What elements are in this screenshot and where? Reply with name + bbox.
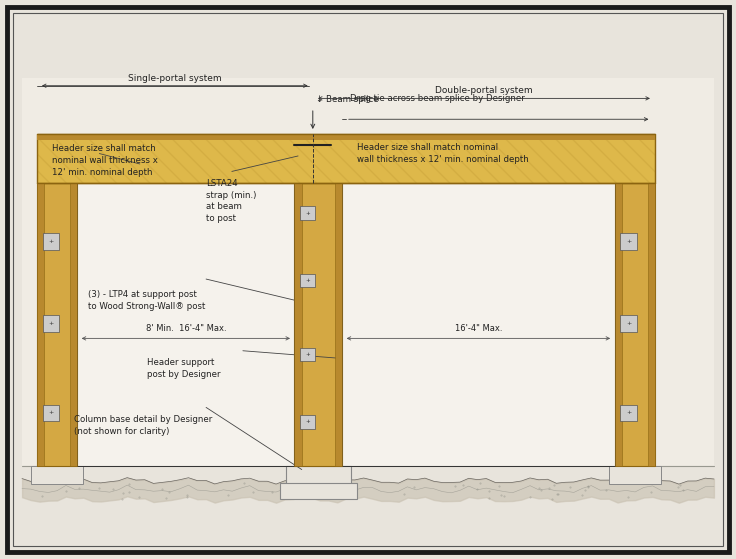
Text: Header size shall match nominal
wall thickness x 12' min. nominal depth: Header size shall match nominal wall thi… — [357, 143, 528, 164]
Bar — [43, 315, 59, 331]
Bar — [300, 206, 315, 220]
Bar — [22, 78, 714, 470]
Text: +: + — [48, 321, 54, 326]
Bar — [615, 183, 655, 466]
Bar — [37, 134, 655, 140]
Bar — [335, 183, 342, 466]
Bar — [609, 466, 661, 485]
Bar — [294, 183, 342, 466]
Bar — [300, 273, 315, 287]
Bar — [300, 415, 315, 429]
Text: Column base detail by Designer
(not shown for clarity): Column base detail by Designer (not show… — [74, 415, 212, 435]
Bar — [43, 405, 59, 421]
Bar — [620, 405, 637, 421]
Bar — [37, 183, 44, 466]
Text: +: + — [305, 419, 310, 424]
Text: (3) - LTP4 at support post
to Wood Strong-Wall® post: (3) - LTP4 at support post to Wood Stron… — [88, 290, 205, 311]
Text: Drag tie across beam splice by Designer: Drag tie across beam splice by Designer — [350, 93, 524, 103]
Bar — [37, 183, 77, 466]
Bar — [620, 315, 637, 331]
Bar — [620, 233, 637, 250]
Text: Single-portal system: Single-portal system — [128, 74, 222, 83]
Polygon shape — [22, 466, 714, 480]
Text: ↓ Beam splice: ↓ Beam splice — [316, 96, 379, 105]
Bar — [615, 183, 622, 466]
Bar — [615, 183, 655, 466]
Bar — [294, 183, 302, 466]
Text: LSTA24
strap (min.)
at beam
to post: LSTA24 strap (min.) at beam to post — [206, 179, 256, 223]
Bar — [648, 183, 655, 466]
Bar — [37, 134, 655, 183]
Bar — [300, 348, 315, 362]
Bar — [77, 183, 294, 466]
Text: Header size shall match
nominal wall thickness x
12' min. nominal depth: Header size shall match nominal wall thi… — [52, 144, 158, 177]
Text: +: + — [626, 239, 631, 244]
Bar — [286, 466, 351, 485]
Bar — [342, 183, 615, 466]
Bar — [294, 183, 342, 466]
Bar — [37, 183, 77, 466]
Bar — [70, 183, 77, 466]
Bar — [280, 483, 357, 499]
Text: +: + — [626, 321, 631, 326]
Text: +: + — [626, 410, 631, 415]
Text: Double-portal system: Double-portal system — [435, 87, 533, 96]
Text: +: + — [48, 410, 54, 415]
Text: 16'-4" Max.: 16'-4" Max. — [455, 324, 502, 333]
Text: +: + — [48, 239, 54, 244]
Text: +: + — [305, 352, 310, 357]
Text: +: + — [305, 211, 310, 216]
Bar — [43, 233, 59, 250]
Bar — [31, 466, 83, 485]
Text: 8' Min.  16'-4" Max.: 8' Min. 16'-4" Max. — [146, 324, 226, 333]
Text: +: + — [305, 278, 310, 283]
Bar — [37, 134, 655, 183]
Text: Header support
post by Designer: Header support post by Designer — [147, 358, 221, 379]
